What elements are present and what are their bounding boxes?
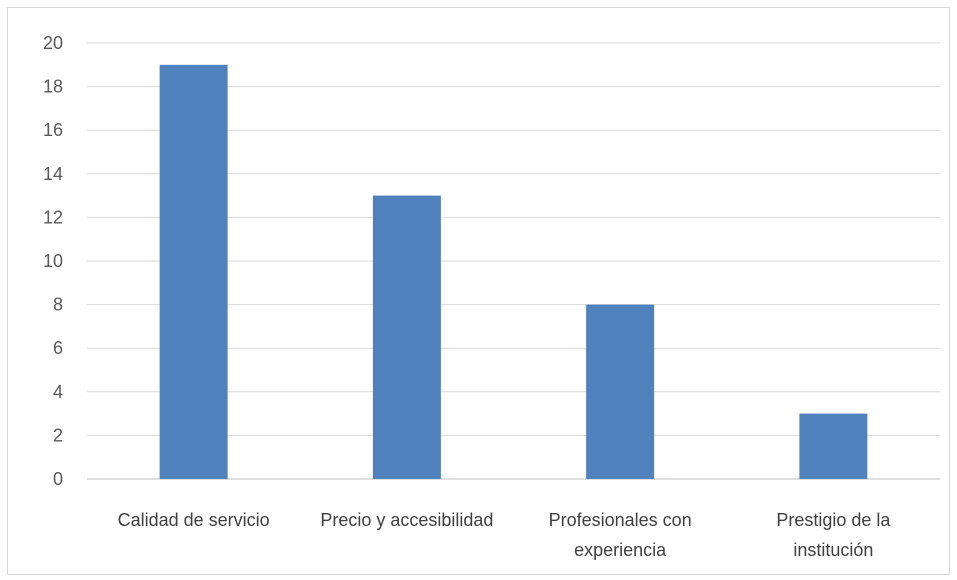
- y-tick-label: 12: [43, 207, 63, 227]
- y-tick-label: 10: [43, 251, 63, 271]
- y-tick-label: 8: [53, 295, 63, 315]
- x-category-label: Precio y accesibilidad: [320, 510, 493, 530]
- x-axis-category-labels: Calidad de servicio Precio y accesibilida…: [118, 510, 892, 560]
- bar: [372, 195, 441, 479]
- x-category-label: Calidad de servicio: [118, 510, 270, 530]
- x-category-label: experiencia: [574, 540, 667, 560]
- y-axis-tick-labels: 0 2 4 6 8 10 12 14 16 18 20: [43, 33, 63, 489]
- bar: [586, 304, 655, 479]
- y-tick-label: 2: [53, 425, 63, 445]
- y-tick-label: 0: [53, 469, 63, 489]
- bar: [799, 413, 868, 479]
- bars: [159, 64, 868, 480]
- bar: [159, 64, 228, 480]
- x-category-label: Prestigio de la: [776, 510, 891, 530]
- gridlines: [87, 42, 940, 480]
- y-tick-label: 20: [43, 33, 63, 53]
- y-tick-label: 4: [53, 382, 63, 402]
- y-tick-label: 16: [43, 120, 63, 140]
- y-tick-label: 18: [43, 77, 63, 97]
- y-tick-label: 6: [53, 338, 63, 358]
- x-category-label: institución: [793, 540, 873, 560]
- x-category-label: Profesionales con: [549, 510, 692, 530]
- y-tick-label: 14: [43, 164, 63, 184]
